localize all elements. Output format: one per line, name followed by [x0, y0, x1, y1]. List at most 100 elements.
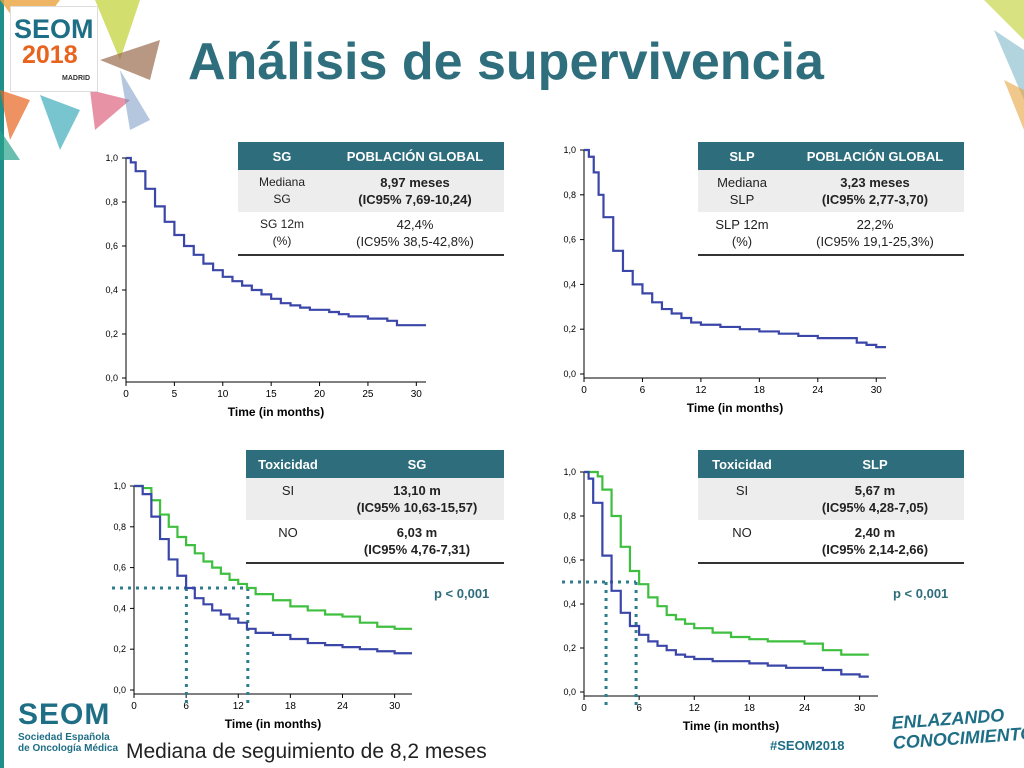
table-header: SG: [238, 142, 326, 170]
x-tick-label: 18: [744, 703, 756, 714]
tagline: ENLAZANDO CONOCIMIENTO: [891, 703, 1024, 753]
y-tick-label: 0,8: [113, 522, 126, 532]
km-chart-sg-toxicity: 0,0 0,2 0,4 0,6 0,8 1,0 0 6 12 18 24 30 Time (in mon…: [112, 481, 412, 731]
p-value-slp: p < 0,001: [893, 586, 949, 601]
follow-up-note: Mediana de seguimiento de 8,2 meses: [126, 740, 487, 763]
footer-logo-line1: Sociedad Española: [18, 732, 110, 743]
km-chart-sg-global: 0,0 0,2 0,4 0,6 0,8 1,0 0 5 10 15 20 25 30 Time (in m…: [105, 153, 426, 419]
row-value: 6,03 m (IC95% 4,76-7,31): [330, 520, 504, 564]
survival-curve: [126, 156, 426, 327]
x-tick-label: 25: [362, 389, 374, 400]
x-tick-label: 30: [411, 389, 423, 400]
row-value: 5,67 m (IC95% 4,28-7,05): [786, 478, 964, 520]
row-label: SG 12m (%): [238, 212, 326, 256]
corner-decoration: [984, 0, 1024, 130]
table-header: SLP: [786, 450, 964, 478]
y-tick-label: 0,0: [563, 369, 576, 379]
survival-curve: [584, 470, 869, 678]
y-tick-label: 0,0: [113, 685, 126, 695]
y-tick-label: 0,8: [105, 197, 118, 207]
row-label: Mediana SLP: [698, 170, 786, 212]
x-tick-label: 24: [337, 701, 349, 712]
x-tick-label: 20: [314, 389, 326, 400]
row-label: NO: [246, 520, 330, 564]
table-header: POBLACIÓN GLOBAL: [786, 142, 964, 170]
row-value: 42,4% (IC95% 38,5-42,8%): [326, 212, 504, 256]
x-tick-label: 0: [581, 703, 587, 714]
y-tick-label: 0,6: [563, 235, 576, 245]
table-slp-toxicity: Toxicidad SLP SI 5,67 m (IC95% 4,28-7,05)…: [698, 450, 964, 564]
table-header: SLP: [698, 142, 786, 170]
slide-title: Análisis de supervivencia: [188, 33, 824, 91]
y-tick-label: 0,8: [563, 511, 576, 521]
x-tick-label: 6: [636, 703, 642, 714]
row-value: 22,2% (IC95% 19,1-25,3%): [786, 212, 964, 256]
x-tick-label: 30: [871, 385, 883, 396]
row-value: 2,40 m (IC95% 2,14-2,66): [786, 520, 964, 564]
x-tick-label: 10: [217, 389, 229, 400]
row-value: 8,97 meses (IC95% 7,69-10,24): [326, 170, 504, 212]
p-value-sg: p < 0,001: [434, 586, 490, 601]
table-header: Toxicidad: [246, 450, 330, 478]
survival-curve: [584, 148, 886, 349]
left-accent-bar: [0, 0, 4, 768]
x-tick-label: 12: [695, 385, 707, 396]
survival-curve: [134, 484, 412, 655]
y-tick-label: 0,2: [563, 324, 576, 334]
table-slp-global: SLP POBLACIÓN GLOBAL Mediana SLP 3,23 mes…: [698, 142, 964, 256]
km-chart-slp-toxicity: 0,0 0,2 0,4 0,6 0,8 1,0 0 6 12 18 24 30 Time (in mon…: [562, 467, 878, 733]
row-label: SI: [246, 478, 330, 520]
logo-text-city: MADRID: [62, 75, 90, 82]
x-tick-label: 12: [233, 701, 245, 712]
y-tick-label: 0,8: [563, 190, 576, 200]
y-tick-label: 1,0: [563, 467, 576, 477]
y-tick-label: 0,0: [105, 373, 118, 383]
y-tick-label: 0,6: [113, 563, 126, 573]
y-tick-label: 0,2: [113, 644, 126, 654]
table-header: SG: [330, 450, 504, 478]
x-tick-label: 12: [689, 703, 701, 714]
row-value: 3,23 meses (IC95% 2,77-3,70): [786, 170, 964, 212]
x-tick-label: 5: [172, 389, 178, 400]
footer-seom-logo: SEOM Sociedad Española de Oncología Médi…: [18, 698, 118, 754]
footer-logo-text: SEOM: [18, 698, 111, 731]
x-axis-label: Time (in months): [225, 717, 321, 731]
y-tick-label: 1,0: [113, 481, 126, 491]
y-tick-label: 0,0: [563, 687, 576, 697]
survival-curve: [584, 470, 869, 656]
x-tick-label: 6: [183, 701, 189, 712]
row-label: SI: [698, 478, 786, 520]
y-tick-label: 0,6: [563, 555, 576, 565]
x-tick-label: 30: [854, 703, 866, 714]
x-tick-label: 18: [754, 385, 766, 396]
table-sg-global: SG POBLACIÓN GLOBAL Mediana SG 8,97 meses…: [238, 142, 504, 256]
y-tick-label: 1,0: [563, 145, 576, 155]
x-tick-label: 18: [285, 701, 297, 712]
x-tick-label: 30: [389, 701, 401, 712]
row-label: Mediana SG: [238, 170, 326, 212]
y-tick-label: 1,0: [105, 153, 118, 163]
table-header: Toxicidad: [698, 450, 786, 478]
y-tick-label: 0,4: [105, 285, 118, 295]
y-tick-label: 0,2: [105, 329, 118, 339]
x-tick-label: 0: [131, 701, 137, 712]
x-tick-label: 6: [640, 385, 646, 396]
table-header: POBLACIÓN GLOBAL: [326, 142, 504, 170]
x-tick-label: 0: [581, 385, 587, 396]
y-tick-label: 0,6: [105, 241, 118, 251]
x-tick-label: 24: [812, 385, 824, 396]
x-tick-label: 24: [799, 703, 811, 714]
y-tick-label: 0,4: [113, 603, 126, 613]
seom-logo: [10, 6, 98, 92]
km-chart-slp-global: 0,0 0,2 0,4 0,6 0,8 1,0 0 6 12 18 24 30 Time (in mon…: [563, 145, 886, 415]
x-tick-label: 15: [266, 389, 278, 400]
row-label: SLP 12m (%): [698, 212, 786, 256]
x-axis-label: Time (in months): [687, 401, 783, 415]
row-label: NO: [698, 520, 786, 564]
logo-text-seom: SEOM: [14, 14, 94, 44]
y-tick-label: 0,4: [563, 599, 576, 609]
logo-text-year: 2018: [22, 41, 78, 69]
x-tick-label: 0: [123, 389, 129, 400]
y-tick-label: 0,4: [563, 279, 576, 289]
table-sg-toxicity: Toxicidad SG SI 13,10 m (IC95% 10,63-15,5…: [246, 450, 504, 564]
